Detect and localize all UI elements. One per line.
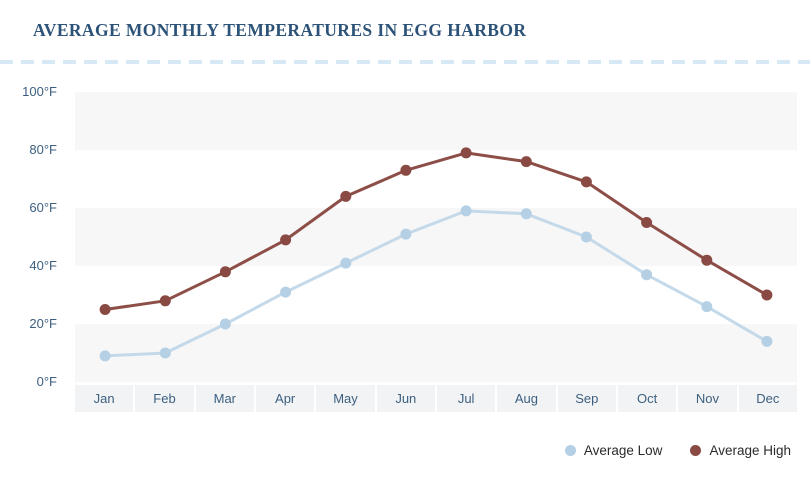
legend: Average Low Average High	[564, 441, 791, 459]
x-tick-label: May	[316, 385, 375, 412]
average-high-point-mar[interactable]	[219, 266, 231, 278]
x-tick-label: Feb	[135, 385, 194, 412]
circle-marker-icon	[690, 444, 702, 456]
average-high-point-sep[interactable]	[580, 176, 592, 188]
average-high-point-may[interactable]	[340, 190, 352, 202]
x-tick-label: Aug	[497, 385, 556, 412]
average-low-point-mar[interactable]	[219, 318, 231, 330]
x-tick-label: Jun	[376, 385, 435, 412]
average-high-point-jun[interactable]	[400, 164, 412, 176]
average-low-point-aug[interactable]	[520, 208, 532, 220]
circle-marker-icon	[564, 444, 576, 456]
average-low-point-jun[interactable]	[400, 228, 412, 240]
legend-item-average-high[interactable]: Average High	[690, 443, 791, 458]
average-low-point-oct[interactable]	[641, 269, 653, 281]
legend-label: Average Low	[583, 442, 663, 458]
average-high-point-feb[interactable]	[159, 295, 171, 307]
average-low-point-jan[interactable]	[99, 350, 111, 362]
x-tick-label: Jan	[75, 385, 134, 412]
average-high-point-nov[interactable]	[701, 254, 713, 266]
x-axis: Jan Feb Mar Apr May Jun Jul Aug Sep Oct …	[75, 385, 797, 412]
x-tick-label: Oct	[617, 385, 677, 412]
page-title: AVERAGE MONTHLY TEMPERATURES IN EGG HARB…	[33, 20, 527, 40]
average-low-point-apr[interactable]	[280, 286, 292, 298]
dashed-divider	[0, 60, 810, 64]
legend-item-average-low[interactable]: Average Low	[564, 442, 663, 458]
legend-label: Average High	[709, 442, 791, 458]
average-low-point-feb[interactable]	[159, 347, 171, 359]
plot-area	[75, 92, 797, 382]
average-low-point-sep[interactable]	[580, 231, 592, 243]
plot-band	[75, 208, 797, 266]
average-low-line	[103, 209, 769, 358]
y-tick-label: 80°F	[29, 142, 57, 157]
average-high-point-aug[interactable]	[520, 156, 532, 168]
x-tick-label: Jul	[436, 385, 496, 412]
y-tick-label: 60°F	[29, 200, 57, 215]
temperature-line-chart	[75, 92, 797, 382]
plot-band	[75, 324, 797, 382]
plot-band	[75, 266, 797, 324]
average-low-point-may[interactable]	[340, 257, 352, 269]
average-low-point-jul[interactable]	[460, 205, 472, 217]
x-tick-label: Mar	[195, 385, 254, 412]
y-tick-label: 40°F	[29, 258, 57, 273]
x-tick-label: Dec	[738, 385, 797, 412]
x-tick-label: Nov	[678, 385, 737, 412]
average-high-point-jul[interactable]	[460, 147, 472, 159]
y-tick-label: 0°F	[36, 374, 57, 389]
average-high-point-jan[interactable]	[99, 304, 111, 315]
y-tick-label: 100°F	[22, 84, 57, 99]
plot-band	[75, 150, 797, 208]
average-low-point-dec[interactable]	[761, 335, 773, 347]
plot-band	[75, 92, 797, 150]
average-low-point-nov[interactable]	[701, 301, 713, 313]
average-high-point-apr[interactable]	[280, 234, 292, 246]
x-tick-label: Apr	[255, 385, 315, 412]
y-tick-label: 20°F	[29, 316, 57, 331]
average-high-line	[103, 151, 769, 311]
average-high-point-oct[interactable]	[641, 217, 653, 228]
average-high-point-dec[interactable]	[761, 289, 773, 301]
x-tick-label: Sep	[557, 385, 616, 412]
